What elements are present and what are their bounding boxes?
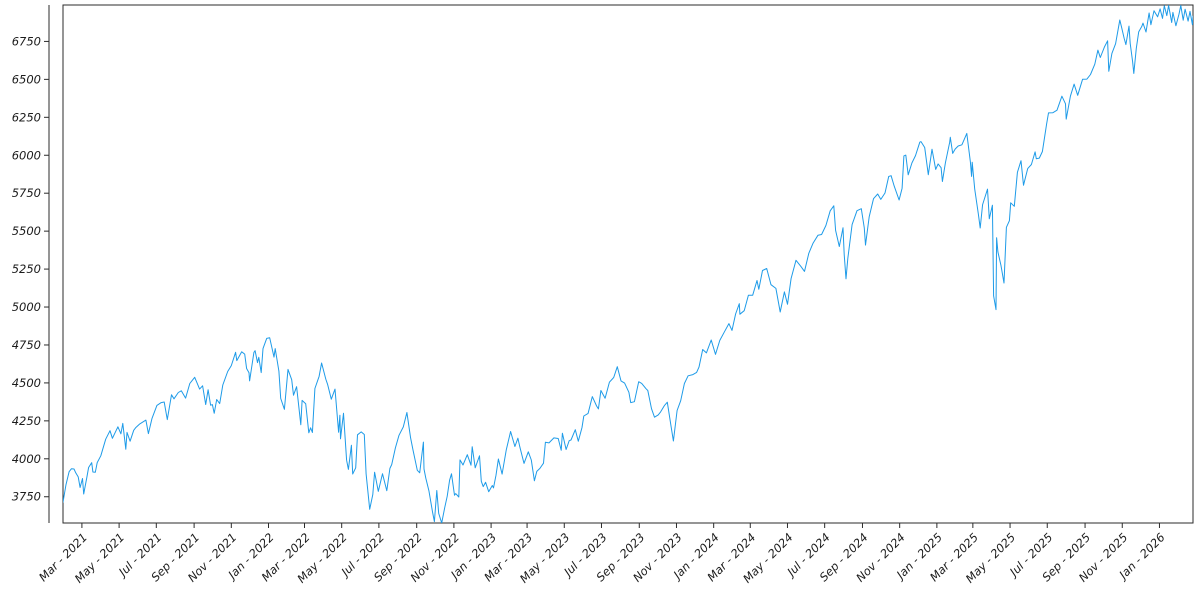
y-tick-label: 6250 xyxy=(12,110,41,124)
y-tick-label: 4000 xyxy=(12,452,41,466)
y-tick-label: 4750 xyxy=(12,338,41,352)
y-tick-label: 5750 xyxy=(12,186,41,200)
y-tick-label: 6000 xyxy=(12,148,41,162)
y-tick-label: 3750 xyxy=(12,490,41,504)
y-tick-label: 6500 xyxy=(12,72,41,86)
y-tick-label: 5250 xyxy=(12,262,41,276)
y-tick-label: 4250 xyxy=(12,414,41,428)
y-tick-label: 5000 xyxy=(12,300,41,314)
price-series-line xyxy=(63,5,1193,523)
plot-frame xyxy=(62,4,1194,524)
y-tick-label: 5500 xyxy=(12,224,41,238)
y-tick-label: 6750 xyxy=(12,34,41,48)
y-tick-label: 4500 xyxy=(12,376,41,390)
